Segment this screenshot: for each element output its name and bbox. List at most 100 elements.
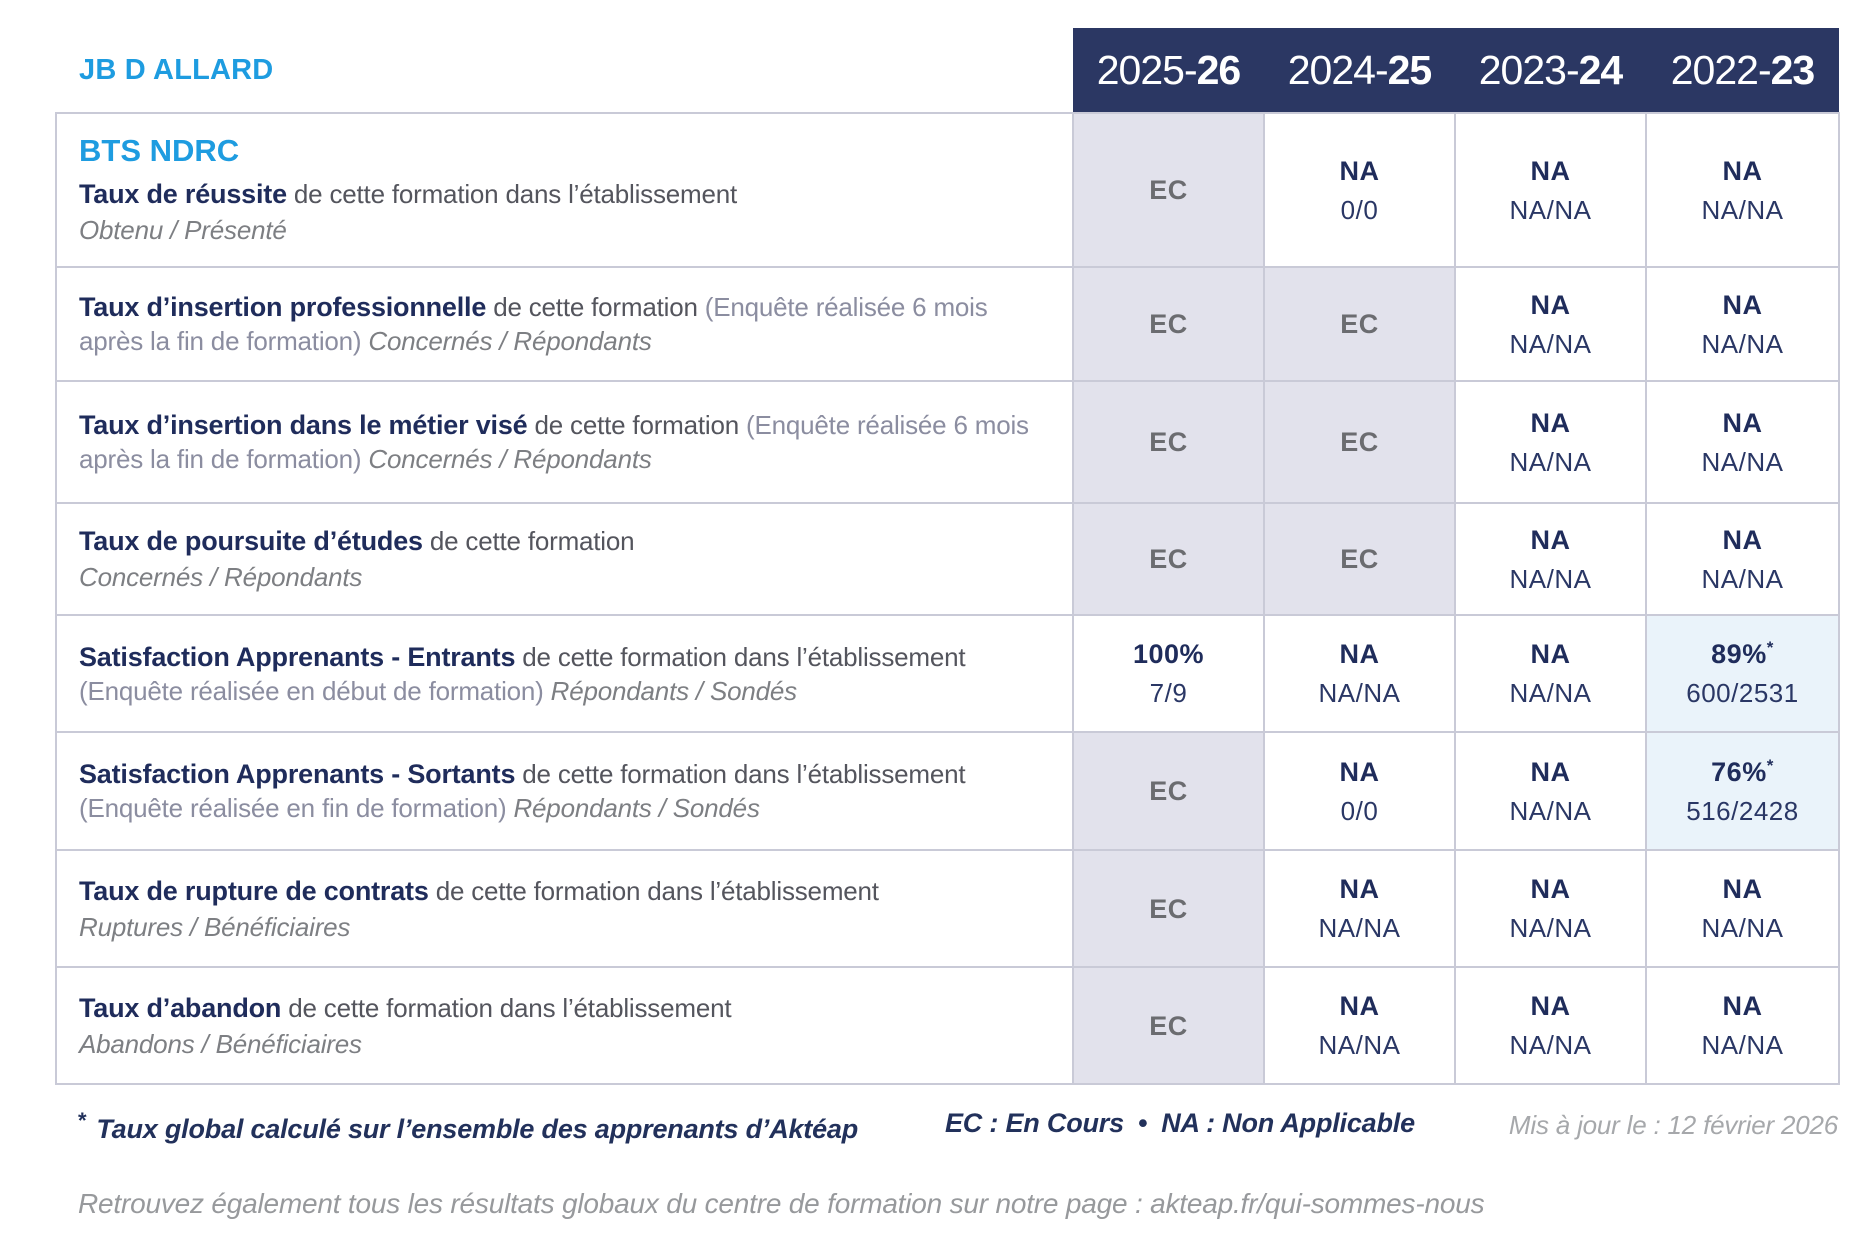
table-row-abandon: Taux d’abandon de cette formation dans l… bbox=[55, 966, 1840, 1085]
cell-value: EC bbox=[1149, 1010, 1188, 1041]
cell-ratio: NA/NA bbox=[1701, 1030, 1784, 1060]
table-row-rupture-contrats: Taux de rupture de contrats de cette for… bbox=[55, 849, 1840, 968]
year-suffix: 25 bbox=[1387, 46, 1433, 93]
metric-title: Taux de poursuite d’études bbox=[79, 526, 423, 556]
cell-value: NA bbox=[1339, 155, 1380, 186]
year-prefix: 2025- bbox=[1096, 46, 1198, 93]
cell-value: EC bbox=[1149, 309, 1188, 339]
value-cell: NA 0/0 bbox=[1263, 112, 1456, 268]
cell-ratio: NA/NA bbox=[1509, 795, 1592, 826]
value-cell: EC bbox=[1263, 380, 1456, 504]
metric-title: Satisfaction Apprenants - Sortants bbox=[79, 759, 516, 789]
value-cell: 100% 7/9 bbox=[1072, 614, 1265, 733]
metric-desc: de cette formation bbox=[493, 292, 698, 322]
metric-survey-note: (Enquête réalisée 6 mois après la fin de… bbox=[79, 410, 1029, 474]
metric-ratio-label: Répondants / Sondés bbox=[513, 793, 760, 823]
value-cell: NA NA/NA bbox=[1454, 266, 1647, 382]
value-cell: NA NA/NA bbox=[1263, 966, 1456, 1085]
cell-ratio: 516/2428 bbox=[1686, 795, 1799, 826]
value-cell: NA NA/NA bbox=[1454, 614, 1647, 733]
table-row-insertion-metier: Taux d’insertion dans le métier visé de … bbox=[55, 380, 1840, 504]
metric-survey-note: (Enquête réalisée en début de formation) bbox=[79, 675, 544, 706]
year-column-header-2023-24: 2023-24 bbox=[1455, 28, 1646, 113]
value-cell: NA NA/NA bbox=[1645, 502, 1840, 616]
value-cell: EC bbox=[1072, 380, 1265, 504]
cell-value: EC bbox=[1149, 776, 1188, 806]
legend-ec: EC : En Cours bbox=[945, 1108, 1124, 1138]
cell-ratio: 0/0 bbox=[1340, 795, 1379, 826]
metric-desc: de cette formation dans l’établissement bbox=[435, 875, 879, 906]
cell-value: NA bbox=[1339, 874, 1380, 904]
value-cell: 76%* 516/2428 bbox=[1645, 731, 1840, 851]
metric-desc: de cette formation bbox=[429, 526, 635, 556]
value-cell: EC bbox=[1072, 731, 1265, 851]
cell-ratio: NA/NA bbox=[1701, 446, 1784, 477]
cell-value: NA bbox=[1722, 874, 1763, 904]
cell-value: EC bbox=[1149, 427, 1188, 457]
cell-ratio: NA/NA bbox=[1509, 1030, 1592, 1060]
metric-ratio-label: Répondants / Sondés bbox=[550, 675, 797, 706]
row-label: Taux d’abandon de cette formation dans l… bbox=[55, 966, 1074, 1085]
cell-value: NA bbox=[1530, 991, 1571, 1021]
cell-ratio: NA/NA bbox=[1509, 913, 1592, 943]
footnote-row: * Taux global calculé sur l’ensemble des … bbox=[78, 1108, 1838, 1150]
cell-value: NA bbox=[1530, 874, 1571, 904]
metric-title: Taux de rupture de contrats bbox=[79, 875, 429, 906]
metric-ratio-label: Concernés / Répondants bbox=[368, 326, 652, 356]
metric-desc: de cette formation dans l’établissement bbox=[522, 759, 966, 789]
year-column-header-2025-26: 2025-26 bbox=[1073, 28, 1264, 113]
footer-note: Retrouvez également tous les résultats g… bbox=[78, 1188, 1485, 1219]
value-cell: NA NA/NA bbox=[1263, 614, 1456, 733]
cell-value: NA bbox=[1530, 639, 1571, 669]
cell-value: 89%* bbox=[1711, 638, 1774, 669]
cell-value: NA bbox=[1722, 407, 1763, 438]
metric-title: Taux de réussite bbox=[79, 179, 287, 209]
cell-ratio: NA/NA bbox=[1701, 913, 1784, 943]
metric-title: Taux d’insertion professionnelle bbox=[79, 292, 487, 322]
value-cell: NA 0/0 bbox=[1263, 731, 1456, 851]
metric-survey-note: (Enquête réalisée 6 mois après la fin de… bbox=[79, 292, 988, 356]
value-cell: NA NA/NA bbox=[1645, 112, 1840, 268]
metric-ratio-label: Obtenu / Présenté bbox=[79, 215, 287, 245]
cell-ratio: NA/NA bbox=[1318, 678, 1401, 708]
value-cell: NA NA/NA bbox=[1454, 731, 1647, 851]
cell-ratio: NA/NA bbox=[1509, 328, 1592, 359]
table-row-insertion-professionnelle: Taux d’insertion professionnelle de cett… bbox=[55, 266, 1840, 382]
value-cell: EC bbox=[1263, 502, 1456, 616]
row-label: Taux de rupture de contrats de cette for… bbox=[55, 849, 1074, 968]
table-row-taux-reussite: BTS NDRC Taux de réussite de cette forma… bbox=[55, 112, 1840, 268]
row-label: BTS NDRC Taux de réussite de cette forma… bbox=[55, 112, 1074, 268]
cell-value: EC bbox=[1340, 544, 1379, 574]
value-cell: EC bbox=[1072, 502, 1265, 616]
program-title: BTS NDRC bbox=[79, 133, 240, 168]
metric-desc: de cette formation dans l’établissement bbox=[522, 641, 966, 672]
year-column-header-2022-23: 2022-23 bbox=[1646, 28, 1839, 113]
cell-value: NA bbox=[1530, 155, 1571, 186]
value-cell: 89%* 600/2531 bbox=[1645, 614, 1840, 733]
updated-date: Mis à jour le : 12 février 2026 bbox=[1508, 1110, 1838, 1140]
cell-value: NA bbox=[1530, 407, 1571, 438]
value-cell: NA NA/NA bbox=[1645, 380, 1840, 504]
cell-value: EC bbox=[1149, 893, 1188, 924]
legend: EC : En Cours • NA : Non Applicable bbox=[945, 1108, 1415, 1139]
value-cell: EC bbox=[1072, 849, 1265, 968]
value-cell: EC bbox=[1072, 966, 1265, 1085]
row-label: Taux de poursuite d’études de cette form… bbox=[55, 502, 1074, 616]
value-cell: NA NA/NA bbox=[1454, 849, 1647, 968]
cell-ratio: NA/NA bbox=[1318, 913, 1401, 943]
value-cell: EC bbox=[1072, 266, 1265, 382]
year-prefix: 2024- bbox=[1287, 46, 1389, 93]
cell-ratio: 7/9 bbox=[1149, 678, 1188, 708]
brand-cell: JB D ALLARD bbox=[56, 28, 1073, 113]
year-suffix: 26 bbox=[1196, 46, 1242, 93]
cell-value: EC bbox=[1149, 175, 1188, 205]
cell-value: EC bbox=[1340, 309, 1379, 339]
metric-ratio-label: Ruptures / Bénéficiaires bbox=[79, 911, 351, 942]
cell-value: NA bbox=[1530, 756, 1571, 787]
row-label: Taux d’insertion dans le métier visé de … bbox=[55, 380, 1074, 504]
cell-value: NA bbox=[1722, 289, 1763, 320]
year-suffix: 23 bbox=[1770, 46, 1816, 93]
cell-value: NA bbox=[1530, 289, 1571, 320]
value-cell: NA NA/NA bbox=[1645, 849, 1840, 968]
